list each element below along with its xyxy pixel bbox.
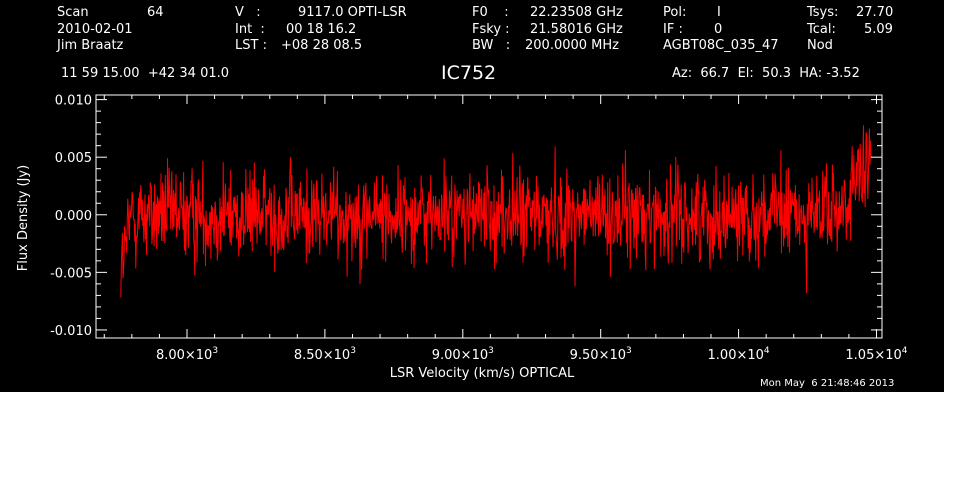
timestamp: Mon May 6 21:48:46 2013 bbox=[760, 378, 895, 389]
y-tick-label: 0.010 bbox=[55, 94, 92, 109]
observer-name: Jim Braatz bbox=[57, 38, 124, 53]
y-tick-label: 0.000 bbox=[55, 209, 92, 224]
y-tick-label: -0.005 bbox=[50, 266, 92, 281]
source-coordinates: 11 59 15.00 +42 34 01.0 bbox=[61, 66, 230, 81]
v-value: 9117.0 OPTI-LSR bbox=[298, 5, 407, 20]
x-tick-exponent: 4 bbox=[902, 346, 908, 356]
tsys-label: Tsys: bbox=[807, 5, 839, 20]
bw-label: BW : bbox=[472, 38, 511, 53]
spectrum-chart: 8.00×103 8.50×103 9.00×103 9.50×103 1.00×104… bbox=[16, 94, 908, 381]
project-id: AGBT08C_035_47 bbox=[663, 38, 779, 53]
pol-value: I bbox=[717, 5, 721, 20]
x-tick-exponent: 4 bbox=[764, 346, 770, 356]
plot-frame bbox=[95, 94, 883, 339]
x-tick-label: 9.00×103 bbox=[432, 346, 494, 363]
lst-label: LST : bbox=[235, 38, 267, 53]
scan-label: Scan bbox=[57, 5, 89, 20]
scan-value: 64 bbox=[147, 5, 164, 20]
obs-date: 2010-02-01 bbox=[57, 22, 133, 37]
tsys-value: 27.70 bbox=[856, 5, 894, 20]
x-tick-label: 8.50×103 bbox=[294, 346, 356, 363]
x-tick-label: 8.00×103 bbox=[156, 346, 218, 363]
x-tick-exponent: 3 bbox=[350, 346, 356, 356]
fsky-value: 21.58016 GHz bbox=[530, 22, 623, 37]
v-label: V : bbox=[235, 5, 261, 20]
y-axis-label: Flux Density (Jy) bbox=[16, 165, 31, 271]
y-tick-label: 0.005 bbox=[55, 151, 92, 166]
chart-title: IC752 bbox=[441, 62, 497, 84]
fsky-label: Fsky : bbox=[472, 22, 510, 37]
lst-value: +08 28 08.5 bbox=[281, 38, 363, 53]
x-tick-label: 9.50×103 bbox=[570, 346, 632, 363]
x-axis-label: LSR Velocity (km/s) OPTICAL bbox=[390, 366, 575, 381]
tcal-label: Tcal: bbox=[807, 22, 836, 37]
int-value: 00 18 16.2 bbox=[286, 22, 357, 37]
if-label: IF : bbox=[663, 22, 683, 37]
series-layer bbox=[120, 125, 872, 298]
y-tick-label: -0.010 bbox=[50, 324, 92, 339]
x-tick-label: 1.00×104 bbox=[708, 346, 770, 363]
int-label: Int : bbox=[235, 22, 265, 37]
x-tick-exponent: 3 bbox=[626, 346, 632, 356]
bw-value: 200.0000 MHz bbox=[525, 38, 619, 53]
ticks-layer: 8.00×103 8.50×103 9.00×103 9.50×103 1.00×104… bbox=[50, 94, 908, 363]
pol-label: Pol: bbox=[663, 5, 687, 20]
f0-value: 22.23508 GHz bbox=[530, 5, 623, 20]
az-el-ha: Az: 66.7 El: 50.3 HA: -3.52 bbox=[672, 66, 860, 81]
x-tick-label: 1.05×104 bbox=[845, 346, 907, 363]
obs-mode: Nod bbox=[807, 38, 833, 53]
x-tick-exponent: 3 bbox=[488, 346, 494, 356]
x-tick-exponent: 3 bbox=[212, 346, 218, 356]
f0-label: F0 : bbox=[472, 5, 509, 20]
series-line bbox=[120, 125, 872, 298]
tcal-value: 5.09 bbox=[864, 22, 893, 37]
if-value: 0 bbox=[714, 22, 723, 37]
